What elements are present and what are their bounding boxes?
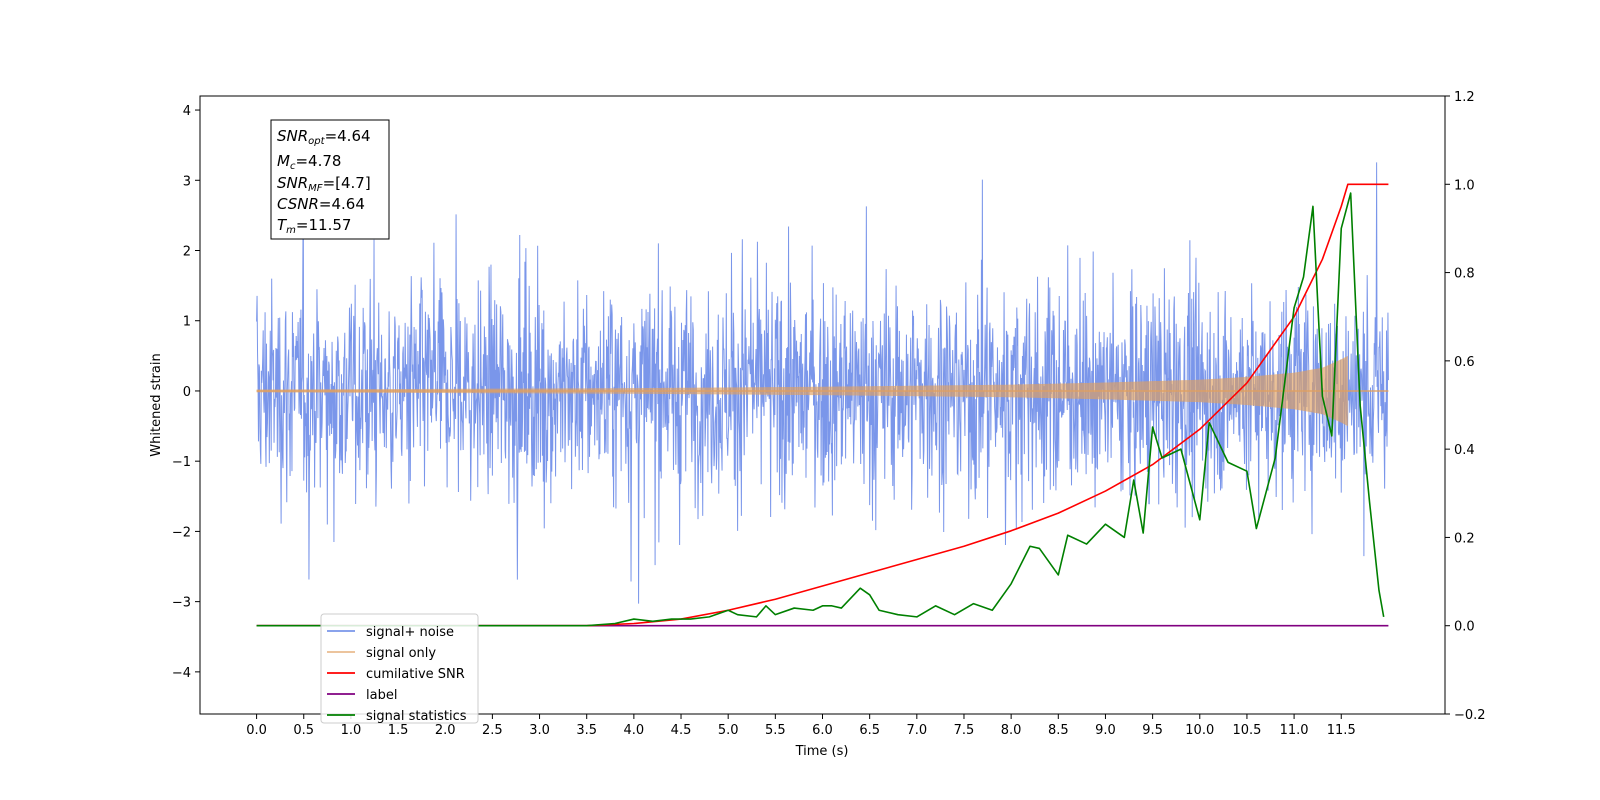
x-tick-label: 3.0	[529, 723, 550, 738]
x-tick-label: 1.0	[341, 723, 362, 738]
y2-tick-label: −0.2	[1454, 708, 1486, 723]
x-tick-label: 9.5	[1142, 723, 1163, 738]
x-tick-label: 5.5	[765, 723, 786, 738]
x-tick-label: 0.0	[246, 723, 267, 738]
legend-label: signal statistics	[366, 709, 467, 724]
x-tick-label: 5.0	[718, 723, 739, 738]
x-tick-label: 4.5	[671, 723, 692, 738]
y2-tick-label: 0.6	[1454, 355, 1475, 370]
annotation-box-frame	[270, 119, 390, 240]
y-axis-right: 1.2 1.0 0.8 0.6 0.4 0.2 0.0 −0.2	[1445, 90, 1486, 723]
y-axis-label: Whitened strain	[149, 353, 164, 456]
x-tick-label: 11.0	[1280, 723, 1309, 738]
x-tick-label: 2.0	[435, 723, 456, 738]
y-tick-label: 1	[183, 315, 191, 330]
legend-frame	[320, 613, 479, 724]
legend-item-signal-statistics: signal statistics	[327, 709, 467, 724]
x-tick-label: 6.5	[859, 723, 880, 738]
y-tick-label: 3	[183, 174, 191, 189]
x-tick-label: 4.0	[624, 723, 645, 738]
legend: signal+ noise signal only cumilative SNR la…	[320, 613, 479, 724]
legend-label: signal only	[366, 646, 436, 661]
x-tick-label: 7.0	[906, 723, 927, 738]
cumulative-snr-line	[256, 183, 1389, 627]
y-axis-left: 4 3 2 1 0 −1 −2 −3 −4	[172, 104, 200, 681]
y-tick-label: 4	[183, 104, 191, 119]
x-tick-label: 7.5	[954, 723, 975, 738]
y-tick-label: −2	[172, 525, 191, 540]
legend-item-signal-plus-noise: signal+ noise	[327, 625, 454, 640]
signal-plus-noise-line	[256, 162, 1389, 604]
annotation-snr-mf: SNRMF=[4.7]	[277, 174, 371, 194]
annotation-csnr: CSNR=4.64	[277, 195, 365, 213]
x-tick-label: 6.0	[812, 723, 833, 738]
y2-tick-label: 0.2	[1454, 531, 1475, 546]
legend-label: cumilative SNR	[366, 667, 465, 682]
y2-tick-label: 0.0	[1454, 620, 1475, 635]
y-tick-label: 0	[183, 385, 191, 400]
y-tick-label: −4	[172, 666, 191, 681]
series-signal-plus-noise	[256, 162, 1389, 604]
y2-tick-label: 1.2	[1454, 90, 1475, 105]
y-tick-label: −3	[172, 596, 191, 611]
x-tick-label: 0.5	[293, 723, 314, 738]
annotation-mc: Mc=4.78	[277, 152, 341, 172]
x-tick-label: 1.5	[388, 723, 409, 738]
stats-annotation-box: SNRopt=4.64 Mc=4.78 SNRMF=[4.7] CSNR=4.6…	[270, 119, 390, 240]
legend-item-signal-only: signal only	[327, 646, 436, 661]
y2-tick-label: 0.4	[1454, 443, 1475, 458]
x-tick-label: 8.5	[1048, 723, 1069, 738]
x-tick-label: 10.0	[1185, 723, 1214, 738]
y-tick-label: −1	[172, 455, 191, 470]
x-tick-label: 3.5	[576, 723, 597, 738]
annotation-snr-opt: SNRopt=4.64	[277, 127, 371, 147]
x-axis-label: Time (s)	[795, 744, 849, 759]
signal-statistics-line	[256, 192, 1385, 627]
legend-label: label	[366, 688, 397, 703]
legend-item-label: label	[327, 688, 397, 703]
legend-item-cumulative-snr: cumilative SNR	[327, 667, 465, 682]
x-tick-label: 10.5	[1232, 723, 1261, 738]
y2-tick-label: 1.0	[1454, 178, 1475, 193]
x-axis: 0.0 0.5 1.0 1.5 2.0 2.5 3.0 3.5 4.0 4.5 5.0 5.5 6.0 6…	[246, 714, 1356, 738]
y-tick-label: 2	[183, 245, 191, 260]
x-tick-label: 2.5	[482, 723, 503, 738]
y2-tick-label: 0.8	[1454, 267, 1475, 282]
legend-label: signal+ noise	[366, 625, 454, 640]
x-tick-label: 11.5	[1327, 723, 1356, 738]
x-tick-label: 8.0	[1001, 723, 1022, 738]
annotation-tm: Tm=11.57	[277, 216, 351, 236]
x-tick-label: 9.0	[1095, 723, 1116, 738]
series-signal-only	[256, 355, 1389, 427]
